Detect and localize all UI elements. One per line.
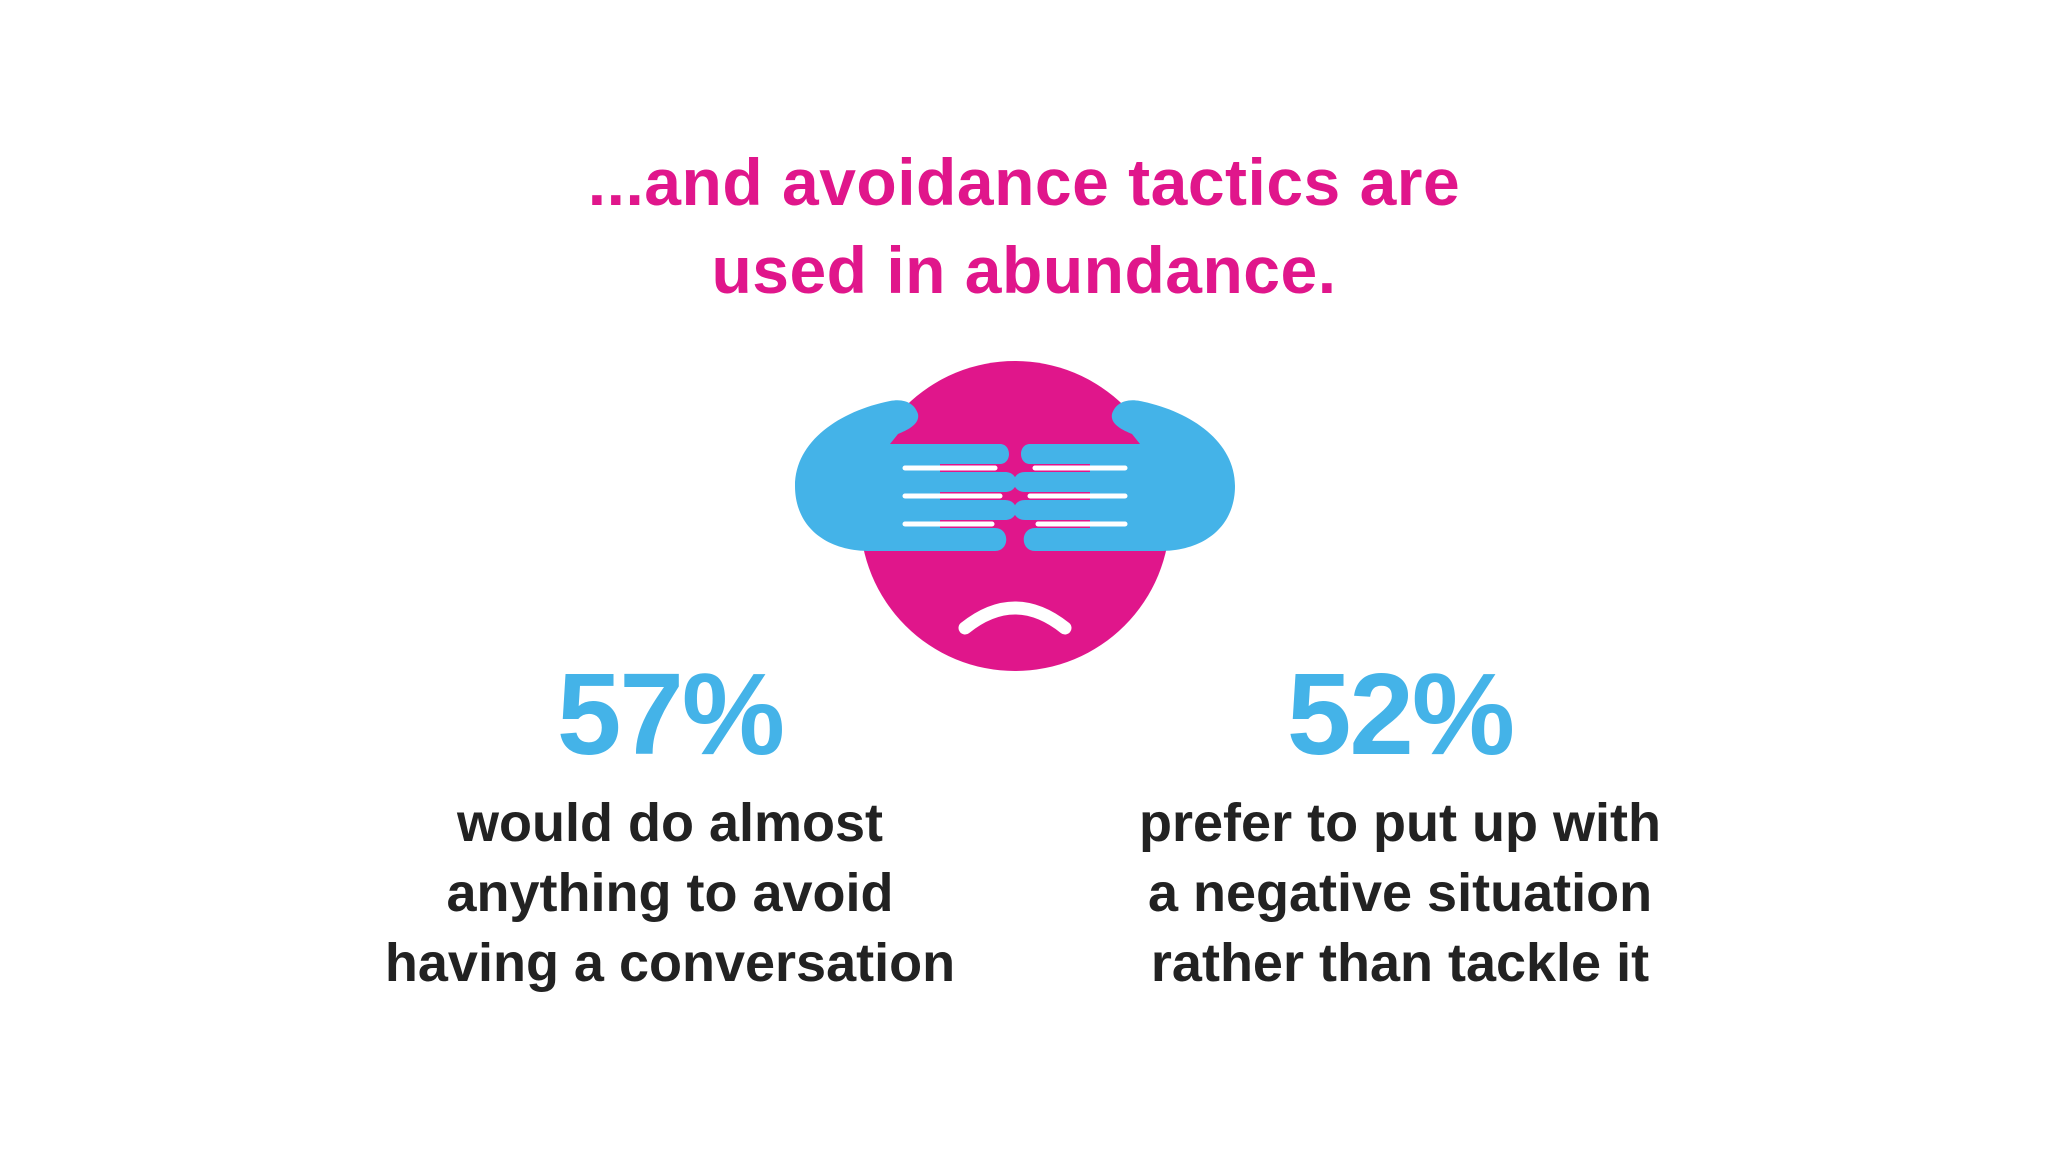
right-hand xyxy=(1013,400,1235,551)
face-circle xyxy=(860,361,1170,671)
stat-desc-line: anything to avoid xyxy=(446,863,894,923)
finger-lines xyxy=(902,465,1128,527)
headline-line-2: used in abundance. xyxy=(711,233,1337,307)
stat-description: would do almost anything to avoid having… xyxy=(320,788,1020,998)
stat-desc-line: rather than tackle it xyxy=(1150,933,1650,993)
stat-desc-line: would do almost xyxy=(457,793,883,853)
stat-description: prefer to put up with a negative situati… xyxy=(1050,788,1750,998)
headline-line-1: ...and avoidance tactics are xyxy=(587,145,1461,219)
stat-value: 57% xyxy=(556,649,785,779)
frown-mouth xyxy=(958,601,1072,635)
left-hand xyxy=(795,400,1017,551)
sad-face-covering-eyes-icon xyxy=(795,361,1235,671)
headline: ...and avoidance tactics are used in abu… xyxy=(0,138,2048,314)
stat-desc-line: a negative situation xyxy=(1147,863,1653,923)
stat-desc-line: prefer to put up with xyxy=(1139,793,1661,853)
stat-desc-line: having a conversation xyxy=(384,933,956,993)
stat-57-percent: 57% would do almost anything to avoid ha… xyxy=(320,650,1020,998)
stat-value: 52% xyxy=(1286,649,1515,779)
stat-52-percent: 52% prefer to put up with a negative sit… xyxy=(1050,650,1750,998)
